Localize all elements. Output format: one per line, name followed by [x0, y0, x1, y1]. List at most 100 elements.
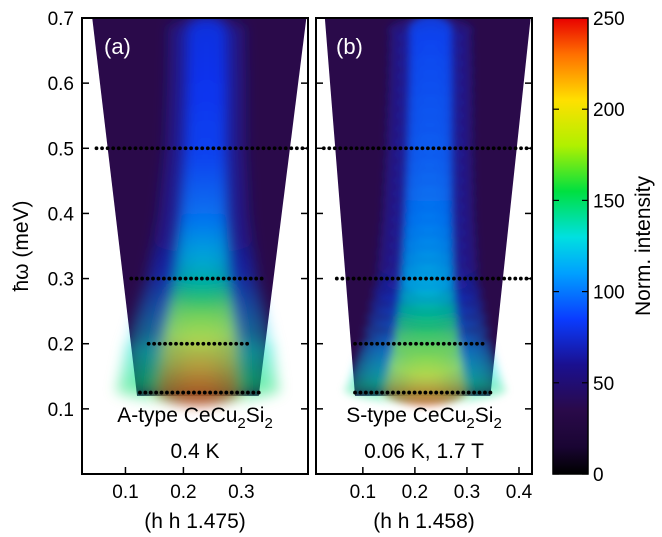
- panel-b-scan-dot: [354, 146, 359, 151]
- panel-a-heat: [114, 18, 282, 406]
- panel-b-scan-dot: [396, 276, 401, 281]
- panel-b-scan-dot: [353, 341, 357, 346]
- panel-b-scan-dot: [415, 146, 419, 151]
- panel-a-scan-dot: [140, 276, 145, 281]
- panel-b-scan-dot: [412, 390, 417, 395]
- panel-b-scan-dot: [379, 276, 384, 281]
- panel-a-scan-dot: [166, 146, 171, 151]
- panel-a-scan-dot: [155, 146, 160, 151]
- panel-b-sample-sub2: 2: [493, 415, 501, 432]
- panel-a-scan-dot: [223, 341, 228, 346]
- panel-b-scan-dot: [508, 146, 512, 151]
- panel-b-x-tick-label: 0.4: [506, 482, 533, 503]
- colorbar-tick-label: 100: [593, 283, 625, 304]
- panel-a-scan-dot: [239, 341, 244, 346]
- panel-a-scan-dot: [183, 276, 188, 281]
- panel-a-sample-mid: Si: [246, 404, 265, 427]
- panel-b-scan-dot: [387, 146, 392, 151]
- panel-a-scan-dot: [261, 146, 266, 151]
- y-tick-label: 0.3: [48, 270, 74, 291]
- panel-b-scan-dot: [386, 341, 391, 346]
- panel-a-scan-dot: [170, 390, 175, 395]
- panel-b-scan-dot: [428, 390, 433, 395]
- panel-a-scan-dot: [234, 341, 239, 346]
- panel-a-scan-dot: [229, 390, 234, 395]
- panel-b: 0.1 0.2 0.3 0.4 (b) S-type CeCu2Si2 0.06 K,…: [315, 17, 533, 533]
- panel-b-scan-dot: [519, 146, 523, 151]
- panel-b-scan-dot: [390, 276, 395, 281]
- panel-a-scan-dot: [213, 390, 218, 395]
- panel-b-scan-dot: [343, 146, 348, 151]
- panel-a-scan-dot: [189, 276, 193, 281]
- panel-a-scan-dot: [190, 341, 195, 346]
- panel-a-scan-dot: [94, 146, 99, 151]
- panel-b-scan-dot: [452, 341, 457, 346]
- panel-b-scan-dot: [518, 276, 523, 281]
- colorbar-label: Norm. intensity: [632, 175, 655, 316]
- panel-b-scan-dot: [475, 146, 480, 151]
- panel-a-scan-dot: [138, 390, 142, 395]
- panel-a-sample-label: A-type CeCu2Si2: [117, 404, 273, 432]
- panel-b-scan-dot: [464, 146, 469, 151]
- panel-a-scan-dot: [134, 276, 139, 281]
- panel-b-sample-sub1: 2: [466, 415, 474, 432]
- panel-a-scan-dot: [278, 146, 283, 151]
- panel-b-sample-label: S-type CeCu2Si2: [346, 404, 502, 432]
- panel-a-scan-dots: [94, 146, 308, 395]
- panel-b-scan-dot: [409, 146, 414, 151]
- panel-a-ticks: 0.1 0.2 0.3 0.1 0.2 0.3 0.4 0.5 0.6 0.7: [48, 9, 308, 503]
- panel-a-scan-dot: [240, 390, 245, 395]
- panel-a-scan-dot: [219, 390, 223, 395]
- panel-b-scan-dot: [426, 146, 430, 151]
- panel-b-scan-dot: [418, 276, 423, 281]
- panel-a-scan-dot: [205, 276, 210, 281]
- panel-b-scan-dot: [439, 390, 444, 395]
- panel-b-scan-dot: [321, 146, 326, 151]
- panel-b-scan-dot: [436, 341, 441, 346]
- y-tick-label: 0.5: [48, 139, 74, 160]
- panel-b-plot-area: [321, 18, 532, 406]
- panel-b-scan-dot: [385, 276, 389, 281]
- panel-b-scan-dot: [408, 341, 413, 346]
- panel-b-label: (b): [336, 34, 363, 59]
- panel-a-sample-main: A-type CeCu: [117, 404, 237, 427]
- panel-b-scan-dot: [436, 146, 441, 151]
- panel-b-scan-dot: [491, 276, 495, 281]
- panel-b-scan-dot: [332, 146, 337, 151]
- panel-a-scan-dot: [283, 146, 288, 151]
- panel-b-scan-dot: [334, 276, 339, 281]
- panel-b-scan-dot: [474, 276, 479, 281]
- colorbar-tick-label: 250: [593, 9, 625, 30]
- panel-a-scan-dot: [183, 146, 188, 151]
- panel-b-scan-dot: [480, 341, 485, 346]
- panel-b-scan-dot: [491, 146, 496, 151]
- panel-a-x-tick-label: 0.2: [170, 482, 196, 503]
- panel-b-scan-dot: [425, 341, 430, 346]
- panel-a-scan-dot: [243, 276, 248, 281]
- panel-a-scan-dot: [159, 390, 164, 395]
- panel-b-scan-dot: [368, 276, 373, 281]
- panel-b-scan-dot: [440, 276, 445, 281]
- panel-a-scan-dot: [216, 276, 221, 281]
- panel-b-scan-dot: [446, 276, 451, 281]
- panel-b-scan-dot: [507, 276, 512, 281]
- panel-b-scan-dot: [463, 276, 467, 281]
- panel-a-scan-dot: [200, 146, 205, 151]
- panel-b-scan-dot: [403, 341, 407, 346]
- panel-a-scan-dot: [163, 341, 167, 346]
- panel-b-scan-dot: [452, 276, 456, 281]
- panel-b-scan-dot: [362, 276, 367, 281]
- panel-b-scan-dot: [513, 146, 518, 151]
- colorbar: 0 50 100 150 200 250 Norm. intensity: [552, 9, 655, 486]
- panel-a-scan-dot: [148, 390, 153, 395]
- panel-b-scan-dot: [420, 146, 425, 151]
- panel-a-scan-dot: [205, 146, 210, 151]
- y-tick-label: 0.6: [48, 74, 74, 95]
- panel-b-x-tick-label: 0.3: [454, 482, 480, 503]
- panel-a-scan-dot: [211, 146, 216, 151]
- panel-b-scan-dot: [363, 390, 368, 395]
- panel-b-scan-dot: [414, 341, 418, 346]
- panel-b-scan-dot: [479, 276, 484, 281]
- panel-b-scan-dot: [424, 276, 428, 281]
